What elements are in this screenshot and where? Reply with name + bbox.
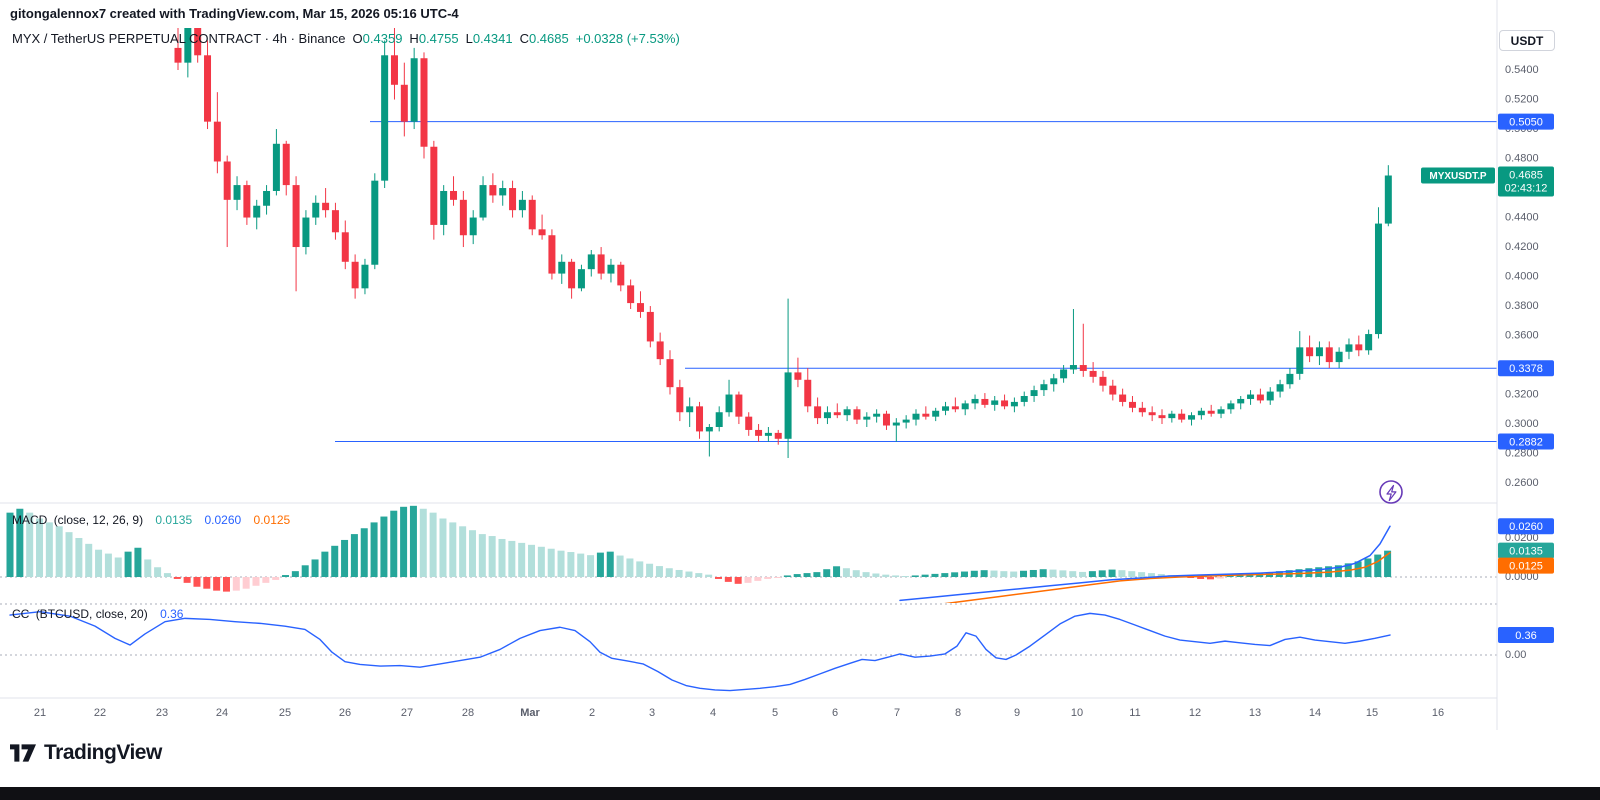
tradingview-logo-icon bbox=[10, 744, 36, 762]
price-level-badge: 0.3378 bbox=[1498, 360, 1554, 377]
macd-legend[interactable]: MACD (close, 12, 26, 9) 0.0135 0.0260 0.… bbox=[12, 513, 290, 527]
svg-text:25: 25 bbox=[279, 707, 291, 719]
boost-icon[interactable] bbox=[1379, 480, 1403, 504]
chart-legend[interactable]: MYX / TetherUS PERPETUAL CONTRACT · 4h ·… bbox=[12, 31, 680, 46]
close-label: C bbox=[519, 31, 529, 46]
svg-text:MYXUSDT.P: MYXUSDT.P bbox=[1429, 171, 1487, 182]
svg-text:11: 11 bbox=[1129, 707, 1140, 719]
svg-text:0.0200: 0.0200 bbox=[1505, 532, 1539, 544]
svg-text:0.4800: 0.4800 bbox=[1505, 152, 1539, 164]
svg-text:0.4685: 0.4685 bbox=[1509, 169, 1543, 181]
macd-signal-line bbox=[944, 551, 1391, 603]
price-level-badge: 0.5050 bbox=[1498, 113, 1554, 130]
svg-text:0.3200: 0.3200 bbox=[1505, 388, 1539, 400]
svg-text:24: 24 bbox=[216, 707, 228, 719]
svg-text:13: 13 bbox=[1249, 707, 1261, 719]
symbol-price-pill: MYXUSDT.P bbox=[1421, 167, 1495, 184]
svg-text:10: 10 bbox=[1071, 707, 1083, 719]
svg-text:2: 2 bbox=[589, 707, 595, 719]
svg-text:0.0125: 0.0125 bbox=[1509, 561, 1543, 573]
macd-line-value: 0.0260 bbox=[204, 513, 242, 527]
svg-text:9: 9 bbox=[1014, 707, 1020, 719]
svg-text:0.5400: 0.5400 bbox=[1505, 64, 1539, 76]
svg-text:0.4000: 0.4000 bbox=[1505, 270, 1539, 282]
svg-text:0.36: 0.36 bbox=[1515, 630, 1536, 642]
svg-text:28: 28 bbox=[462, 707, 474, 719]
svg-text:0.00: 0.00 bbox=[1505, 649, 1526, 661]
macd-value-badge: 0.0260 bbox=[1498, 518, 1554, 535]
cc-value: 0.36 bbox=[160, 607, 184, 621]
change-value: +0.0328 (+7.53%) bbox=[575, 31, 680, 46]
svg-text:6: 6 bbox=[832, 707, 838, 719]
macd-hist-value: 0.0135 bbox=[155, 513, 193, 527]
low-label: L bbox=[465, 31, 473, 46]
svg-text:0.4400: 0.4400 bbox=[1505, 211, 1539, 223]
svg-text:0.4200: 0.4200 bbox=[1505, 241, 1539, 253]
macd-params: (close, 12, 26, 9) bbox=[53, 513, 144, 527]
macd-value-badge: 0.0125 bbox=[1498, 557, 1554, 574]
svg-text:0.5050: 0.5050 bbox=[1509, 117, 1543, 129]
svg-text:0.3378: 0.3378 bbox=[1509, 363, 1543, 375]
cc-name[interactable]: CC bbox=[12, 607, 30, 621]
svg-text:0.0000: 0.0000 bbox=[1505, 571, 1539, 583]
time-axis-labels[interactable]: 21 22 23 24 25 26 27 28 Mar 2 3 4 5 6 7 8 9 10 11 12 13 14 15 1… bbox=[34, 707, 1444, 719]
cc-legend[interactable]: CC (BTCUSD, close, 20) 0.36 bbox=[12, 607, 183, 621]
svg-text:16: 16 bbox=[1432, 707, 1444, 719]
svg-text:22: 22 bbox=[94, 707, 106, 719]
svg-text:21: 21 bbox=[34, 707, 46, 719]
svg-text:0.0135: 0.0135 bbox=[1509, 546, 1543, 558]
svg-text:0.2800: 0.2800 bbox=[1505, 447, 1539, 459]
attribution-text: gitongalennox7 created with TradingView.… bbox=[10, 6, 459, 21]
svg-text:3: 3 bbox=[649, 707, 655, 719]
high-value: 0.4755 bbox=[418, 31, 459, 46]
price-level-badge: 0.2882 bbox=[1498, 433, 1554, 450]
open-value: 0.4359 bbox=[362, 31, 403, 46]
svg-text:5: 5 bbox=[772, 707, 778, 719]
svg-text:0.0260: 0.0260 bbox=[1509, 521, 1543, 533]
macd-histogram bbox=[6, 505, 1392, 592]
svg-text:8: 8 bbox=[955, 707, 961, 719]
svg-text:0.3600: 0.3600 bbox=[1505, 329, 1539, 341]
svg-text:0.3000: 0.3000 bbox=[1505, 418, 1539, 430]
svg-text:02:43:12: 02:43:12 bbox=[1505, 182, 1548, 194]
macd-value-badge: 0.0135 bbox=[1498, 542, 1554, 559]
macd-signal-value: 0.0125 bbox=[253, 513, 291, 527]
close-value: 0.4685 bbox=[528, 31, 569, 46]
high-label: H bbox=[409, 31, 419, 46]
bottom-bar bbox=[0, 787, 1600, 800]
open-label: O bbox=[352, 31, 363, 46]
svg-text:4: 4 bbox=[710, 707, 716, 719]
svg-text:15: 15 bbox=[1366, 707, 1378, 719]
svg-text:Mar: Mar bbox=[520, 707, 540, 719]
cc-line bbox=[9, 611, 1391, 692]
svg-text:0.3800: 0.3800 bbox=[1505, 300, 1539, 312]
svg-text:23: 23 bbox=[156, 707, 168, 719]
macd-line bbox=[899, 525, 1391, 602]
svg-text:14: 14 bbox=[1309, 707, 1321, 719]
svg-text:7: 7 bbox=[894, 707, 900, 719]
candlestick-series[interactable] bbox=[174, 4, 1392, 458]
macd-name[interactable]: MACD bbox=[12, 513, 48, 527]
currency-usdt-button[interactable]: USDT bbox=[1499, 30, 1555, 51]
svg-text:26: 26 bbox=[339, 707, 351, 719]
symbol-title[interactable]: MYX / TetherUS PERPETUAL CONTRACT · 4h ·… bbox=[12, 31, 346, 46]
cc-value-badge: 0.36 bbox=[1498, 627, 1554, 644]
svg-text:0.5200: 0.5200 bbox=[1505, 93, 1539, 105]
price-level-lines[interactable] bbox=[335, 121, 1497, 442]
svg-text:27: 27 bbox=[401, 707, 413, 719]
tradingview-footer[interactable]: TradingView bbox=[10, 741, 162, 765]
svg-text:0.2882: 0.2882 bbox=[1509, 436, 1543, 448]
low-value: 0.4341 bbox=[472, 31, 513, 46]
main-chart[interactable]: 0.54000.52000.50000.48000.46000.44000.42… bbox=[0, 0, 1600, 735]
svg-text:12: 12 bbox=[1189, 707, 1201, 719]
svg-text:0.2600: 0.2600 bbox=[1505, 477, 1539, 489]
tradingview-brand-text: TradingView bbox=[44, 741, 162, 764]
cc-params: (BTCUSD, close, 20) bbox=[35, 607, 148, 621]
